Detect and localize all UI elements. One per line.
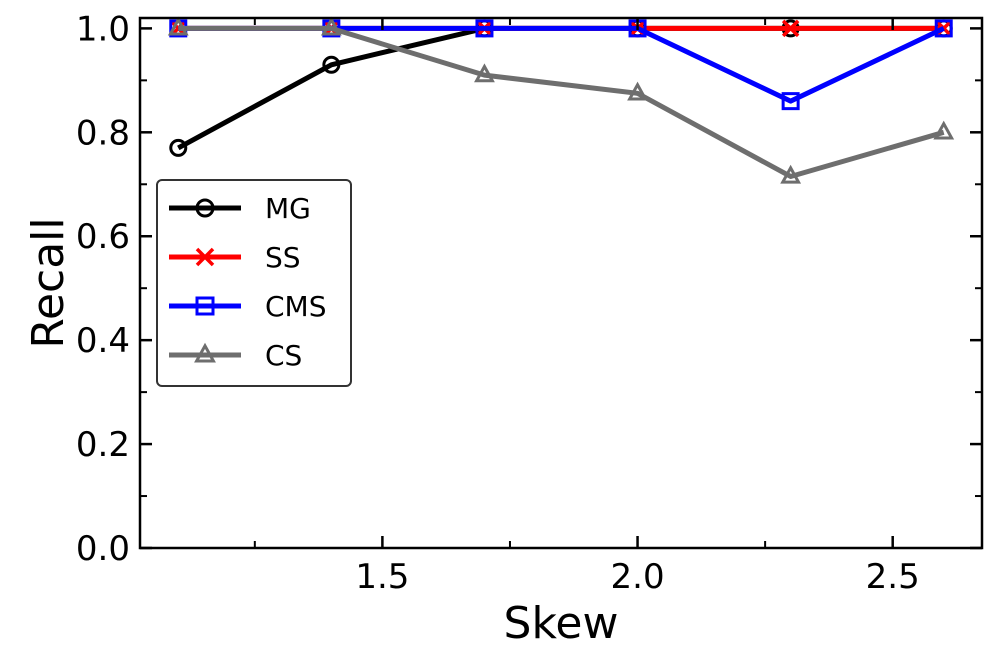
plot-area-frame <box>138 16 984 550</box>
legend-label-cms: CMS <box>265 290 326 323</box>
y-tick-label: 0.0 <box>76 529 130 569</box>
data-point-cms <box>475 19 494 38</box>
y-tick-label: 0.2 <box>76 425 130 465</box>
x-tick-label: 1.5 <box>355 557 409 597</box>
y-tick-label: 1.0 <box>76 9 130 49</box>
data-point-mg <box>322 55 341 74</box>
y-tick-label: 0.6 <box>76 217 130 257</box>
series-mg <box>169 19 953 157</box>
legend-marker-mg <box>195 198 215 218</box>
x-marker-stroke <box>781 19 800 38</box>
legend-label-ss: SS <box>265 241 301 274</box>
x-tick-label: 2.5 <box>866 557 920 597</box>
series-cs <box>167 16 955 184</box>
legend-label-cs: CS <box>265 339 302 372</box>
legend-label-mg: MG <box>265 192 311 225</box>
ticks-layer: 0.0 0.2 0.4 0.6 0.8 1.0 1.5 2.0 2.5 <box>76 9 982 597</box>
series-cms <box>169 19 953 111</box>
y-tick-label: 0.4 <box>76 321 130 361</box>
y-axis-label: Recall <box>23 217 74 348</box>
data-point-cms <box>781 92 800 111</box>
data-point-cs <box>780 164 802 184</box>
data-point-ss <box>781 19 800 38</box>
series-layer <box>167 16 955 184</box>
data-point-cs <box>627 81 648 101</box>
data-point-cs <box>320 16 342 36</box>
data-point-cs <box>933 120 955 140</box>
legend-marker-cms <box>195 296 215 316</box>
series-line-cms <box>178 25 945 104</box>
legend: MG SS CMS CS <box>156 179 352 387</box>
legend-box <box>156 179 352 387</box>
data-point-cs <box>474 63 495 83</box>
x-axis-label: Skew <box>504 598 619 649</box>
legend-marker-ss <box>195 247 215 267</box>
x-tick-label: 2.0 <box>611 557 665 597</box>
series-line-cs <box>178 25 945 179</box>
data-point-cs <box>167 16 189 36</box>
x-marker-stroke <box>195 247 215 267</box>
legend-marker-cs <box>194 342 216 363</box>
data-point-cms <box>934 19 953 38</box>
data-point-mg <box>169 138 188 157</box>
y-tick-label: 0.8 <box>76 113 130 153</box>
series-line-mg <box>177 25 944 151</box>
